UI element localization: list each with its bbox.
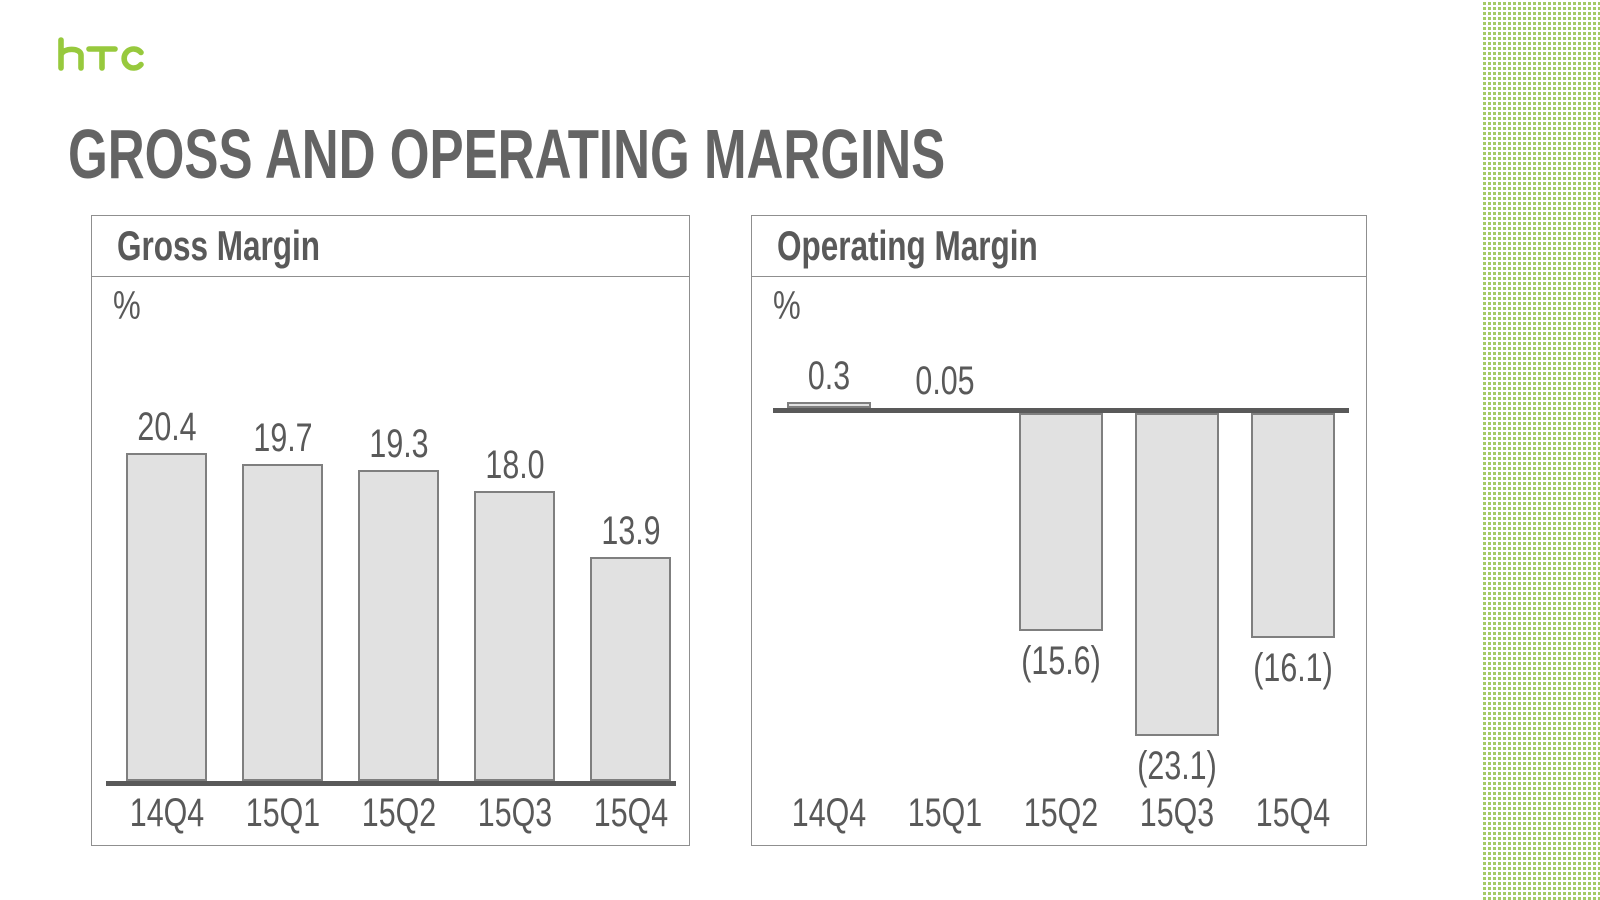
axis-label: 15Q4 [593,791,668,835]
logo-letter-t [86,46,118,71]
value-label: (23.1) [1137,744,1217,788]
gross-margin-plot-area: % 20.4 14Q4 19.7 15Q1 19.3 15Q2 18.0 15Q3 13.9 15… [92,278,689,845]
axis-label: 15Q1 [245,791,320,835]
operating-margin-chart: Operating Margin % 0.3 14Q4 0.05 15Q1 (15.6)… [751,215,1367,846]
value-label: (15.6) [1021,639,1101,683]
bar-14Q4 [787,402,871,408]
bar-15Q3 [474,491,555,781]
axis-label: 14Q4 [791,791,867,835]
axis-label: 15Q2 [361,791,436,835]
bar-15Q2 [1019,413,1103,631]
y-axis-unit-label: % [773,284,801,328]
baseline [106,781,676,786]
logo-letter-c [121,46,144,71]
axis-label: 14Q4 [129,791,204,835]
axis-label: 15Q1 [907,791,983,835]
bar-15Q4 [590,557,671,781]
bar-14Q4 [126,453,207,781]
bar-15Q1 [242,464,323,781]
axis-label: 15Q3 [477,791,552,835]
value-label: (16.1) [1253,646,1333,690]
operating-margin-plot-area: % 0.3 14Q4 0.05 15Q1 (15.6) 15Q2 (23.1) 15Q3 (16… [752,278,1366,845]
logo-letter-h [58,37,84,71]
value-label: 19.7 [252,416,313,460]
gross-margin-chart-title: Gross Margin [117,222,321,269]
operating-margin-chart-title: Operating Margin [777,222,1038,269]
y-axis-unit-label: % [113,284,141,328]
value-label: 18.0 [484,443,545,487]
value-label: 13.9 [600,509,661,553]
operating-margin-chart-header: Operating Margin [752,216,1366,277]
value-label: 0.3 [807,354,851,398]
bar-15Q3 [1135,413,1219,736]
htc-logo [58,37,144,71]
axis-label: 15Q2 [1023,791,1099,835]
gross-margin-chart: Gross Margin % 20.4 14Q4 19.7 15Q1 19.3 15Q2 1… [91,215,690,846]
value-label: 19.3 [368,422,429,466]
gross-margin-chart-header: Gross Margin [92,216,689,277]
value-label: 0.05 [915,359,975,403]
axis-label: 15Q3 [1139,791,1215,835]
value-label: 20.4 [136,405,197,449]
pattern-strip [1483,0,1600,900]
bar-15Q2 [358,470,439,781]
zero-line [773,408,1349,413]
axis-label: 15Q4 [1255,791,1331,835]
bar-15Q4 [1251,413,1335,638]
page-title: GROSS AND OPERATING MARGINS [68,115,946,193]
